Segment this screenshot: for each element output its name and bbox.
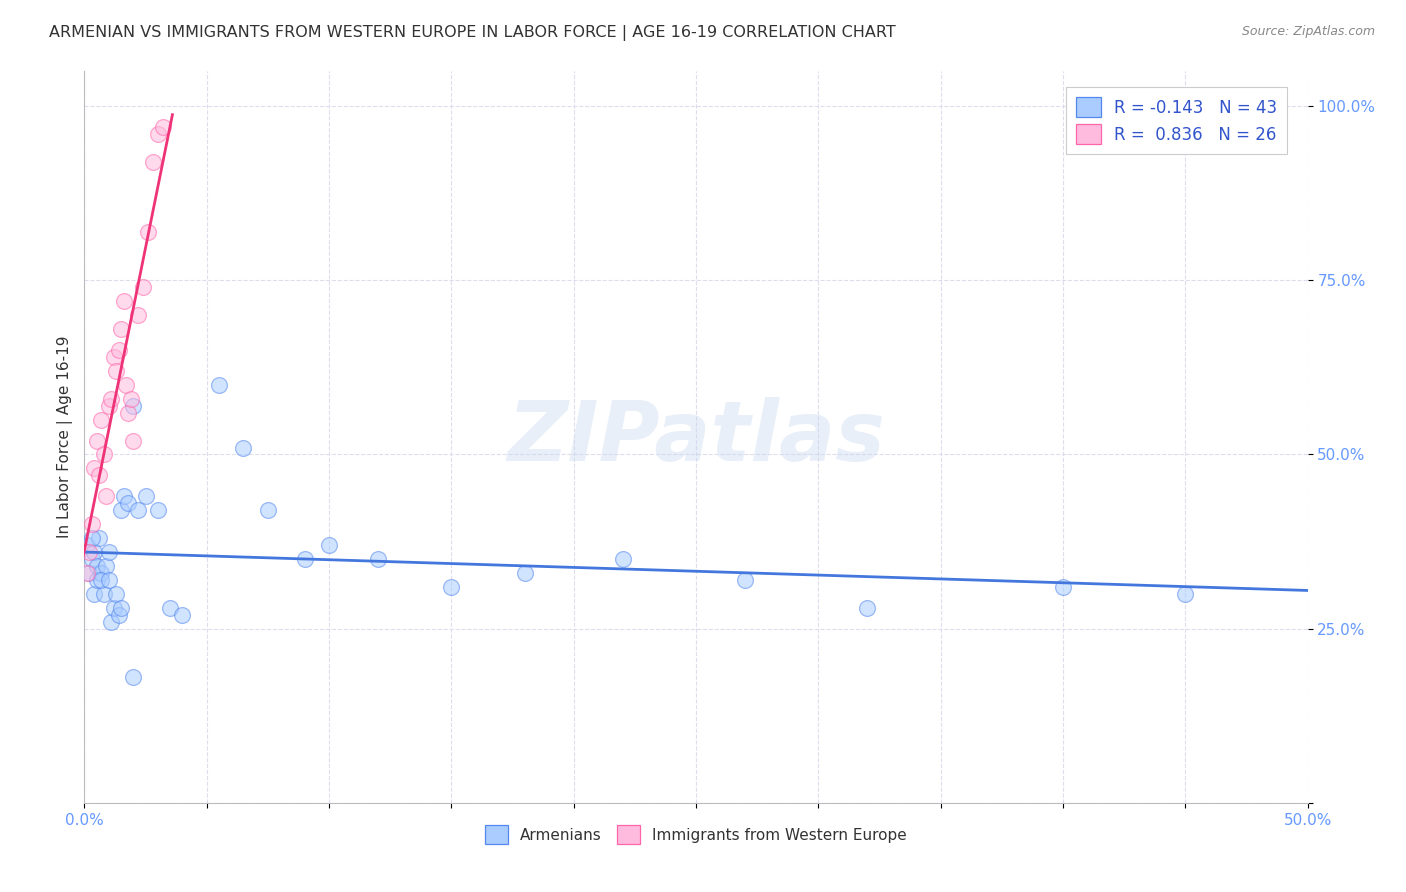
Point — [112, 489, 135, 503]
Point — [172, 607, 194, 622]
Point — [107, 343, 129, 357]
Point — [112, 294, 135, 309]
Point — [146, 127, 169, 141]
Point — [83, 461, 105, 475]
Point — [90, 573, 112, 587]
Point — [93, 587, 115, 601]
Point — [132, 280, 155, 294]
Point — [100, 392, 122, 406]
Point — [1052, 580, 1074, 594]
Point — [208, 377, 231, 392]
Point — [80, 517, 103, 532]
Point — [77, 566, 100, 580]
Point — [97, 545, 120, 559]
Point — [97, 399, 120, 413]
Point — [110, 600, 132, 615]
Point — [122, 670, 145, 684]
Point — [80, 531, 103, 545]
Text: ZIPatlas: ZIPatlas — [508, 397, 884, 477]
Point — [122, 434, 145, 448]
Point — [232, 441, 254, 455]
Point — [90, 412, 112, 426]
Point — [86, 434, 108, 448]
Point — [117, 406, 139, 420]
Point — [318, 538, 340, 552]
Point — [115, 377, 138, 392]
Point — [142, 155, 165, 169]
Point — [76, 538, 98, 552]
Point — [734, 573, 756, 587]
Point — [294, 552, 316, 566]
Point — [110, 503, 132, 517]
Y-axis label: In Labor Force | Age 16-19: In Labor Force | Age 16-19 — [58, 335, 73, 539]
Point — [440, 580, 463, 594]
Text: ARMENIAN VS IMMIGRANTS FROM WESTERN EUROPE IN LABOR FORCE | AGE 16-19 CORRELATIO: ARMENIAN VS IMMIGRANTS FROM WESTERN EURO… — [49, 25, 896, 41]
Legend: Armenians, Immigrants from Western Europe: Armenians, Immigrants from Western Europ… — [479, 819, 912, 850]
Point — [96, 489, 118, 503]
Point — [83, 587, 105, 601]
Point — [100, 615, 122, 629]
Point — [87, 531, 110, 545]
Text: Source: ZipAtlas.com: Source: ZipAtlas.com — [1241, 25, 1375, 38]
Point — [856, 600, 879, 615]
Point — [127, 503, 149, 517]
Point — [93, 448, 115, 462]
Point — [97, 573, 120, 587]
Point — [612, 552, 634, 566]
Point — [127, 308, 149, 322]
Point — [80, 552, 103, 566]
Point — [120, 392, 142, 406]
Point — [87, 468, 110, 483]
Point — [117, 496, 139, 510]
Point — [257, 503, 280, 517]
Point — [1174, 587, 1197, 601]
Point — [513, 566, 536, 580]
Point — [146, 503, 169, 517]
Point — [136, 225, 159, 239]
Point — [122, 399, 145, 413]
Point — [86, 573, 108, 587]
Point — [96, 558, 118, 573]
Point — [105, 587, 128, 601]
Point — [103, 350, 125, 364]
Point — [86, 558, 108, 573]
Point — [135, 489, 157, 503]
Point — [107, 607, 129, 622]
Point — [159, 600, 181, 615]
Point — [105, 364, 128, 378]
Point — [76, 566, 98, 580]
Point — [83, 545, 105, 559]
Point — [367, 552, 389, 566]
Point — [77, 545, 100, 559]
Point — [90, 566, 112, 580]
Point — [152, 120, 174, 134]
Point — [110, 322, 132, 336]
Point — [103, 600, 125, 615]
